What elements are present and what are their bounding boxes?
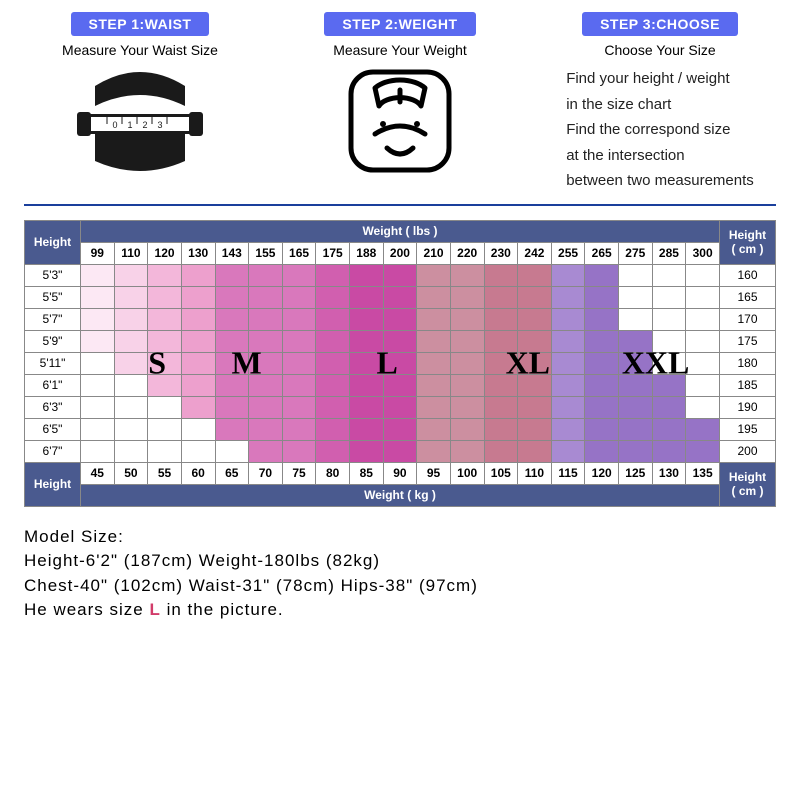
model-size-text: Model Size: Height-6'2" (187cm) Weight-1… — [24, 525, 776, 624]
model-l3: Chest-40" (102cm) Waist-31" (78cm) Hips-… — [24, 574, 776, 599]
steps-row: STEP 1:WAIST Measure Your Waist Size 012… — [24, 12, 776, 194]
step-1-badge: STEP 1:WAIST — [71, 12, 210, 36]
model-l1: Model Size: — [24, 525, 776, 550]
step-2-sub: Measure Your Weight — [284, 42, 516, 58]
svg-text:2: 2 — [142, 120, 147, 130]
step-1: STEP 1:WAIST Measure Your Waist Size 012… — [24, 12, 256, 194]
step-1-sub: Measure Your Waist Size — [24, 42, 256, 58]
svg-text:0: 0 — [112, 120, 117, 130]
waist-icon: 0123 — [75, 66, 205, 176]
divider — [24, 204, 776, 206]
step-3: STEP 3:CHOOSE Choose Your Size Find your… — [544, 12, 776, 194]
svg-text:1: 1 — [127, 120, 132, 130]
model-l4: He wears size L in the picture. — [24, 598, 776, 623]
svg-text:3: 3 — [157, 120, 162, 130]
step-3-sub: Choose Your Size — [544, 42, 776, 58]
scale-icon — [345, 66, 455, 176]
step-3-badge: STEP 3:CHOOSE — [582, 12, 738, 36]
size-chart: Height Weight ( lbs ) Height( cm ) 99110… — [24, 220, 776, 507]
step-2: STEP 2:WEIGHT Measure Your Weight — [284, 12, 516, 194]
choose-text: Find your height / weightin the size cha… — [566, 66, 754, 194]
step-2-badge: STEP 2:WEIGHT — [324, 12, 475, 36]
model-l2: Height-6'2" (187cm) Weight-180lbs (82kg) — [24, 549, 776, 574]
